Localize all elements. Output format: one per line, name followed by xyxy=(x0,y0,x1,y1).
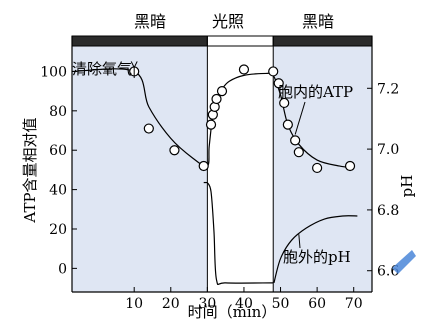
y-left-tick-label: 40 xyxy=(49,183,67,199)
atp-data-point xyxy=(169,145,180,156)
y-right-tick-label: 6.8 xyxy=(377,203,399,219)
atp-data-point xyxy=(293,147,304,158)
x-tick-label: 30 xyxy=(198,296,216,312)
x-tick-label: 20 xyxy=(162,296,180,312)
x-tick-label: 70 xyxy=(345,296,363,312)
phase-bar-1 xyxy=(206,35,274,47)
remove-oxygen-arrowhead xyxy=(130,61,138,69)
atp-data-point xyxy=(279,97,290,109)
phase-bg-1 xyxy=(207,36,274,292)
y-left-tick-label: 0 xyxy=(58,261,67,277)
y-axis-title-right: pH xyxy=(398,175,416,198)
series xyxy=(71,64,358,286)
atp-data-point xyxy=(312,162,323,174)
atp-series-label: 胞内的ATP xyxy=(278,83,353,101)
phase-label-dark-1: 黑暗 xyxy=(134,12,166,31)
atp-data-point xyxy=(268,66,279,77)
atp-data-point xyxy=(273,78,284,89)
atp-data-point xyxy=(216,86,228,97)
y-axis-title-left: ATP含量相对值 xyxy=(21,117,39,223)
phase-backgrounds xyxy=(72,36,372,292)
atp-data-point xyxy=(211,93,222,105)
phase-bar xyxy=(71,35,373,47)
atp-label-leader xyxy=(294,101,306,135)
x-axis-title: 时间（min） xyxy=(188,303,277,320)
phase-bar-2 xyxy=(272,35,373,47)
remove-oxygen-label: 清除氧气 xyxy=(72,60,132,78)
x-tick-label: 10 xyxy=(125,296,143,312)
ph-series-label: 胞外的pH xyxy=(283,248,351,266)
ph-label-leader xyxy=(298,234,301,249)
x-tick-label: 40 xyxy=(235,296,253,312)
watermark-mark xyxy=(392,250,416,274)
phase-label-dark-2: 黑暗 xyxy=(302,12,334,31)
y-left-tick-label: 100 xyxy=(40,64,67,80)
atp-data-point xyxy=(143,123,154,134)
phase-bg-2 xyxy=(273,36,372,292)
atp-data-point xyxy=(198,160,209,172)
phase-bar-0 xyxy=(71,35,208,47)
x-tick-label: 50 xyxy=(272,296,290,312)
y-left-tick-label: 20 xyxy=(49,222,67,238)
y-right-tick-label: 7.0 xyxy=(377,142,399,158)
ph-curve-light xyxy=(206,182,274,286)
ph-curve-dark xyxy=(273,215,358,284)
y-left-tick-label: 80 xyxy=(49,104,67,120)
y-left-tick-label: 60 xyxy=(49,143,67,159)
y-right-tick-label: 7.2 xyxy=(377,81,399,97)
phase-label-light: 光照 xyxy=(212,12,244,31)
x-tick-label: 60 xyxy=(308,296,326,312)
annotations xyxy=(130,61,416,274)
atp-data-point xyxy=(344,160,356,172)
phase-bg-0 xyxy=(72,36,208,292)
atp-data-point xyxy=(282,119,293,130)
atp-data-point xyxy=(205,119,217,130)
atp-data-point xyxy=(290,135,301,146)
atp-data-point xyxy=(238,64,250,75)
